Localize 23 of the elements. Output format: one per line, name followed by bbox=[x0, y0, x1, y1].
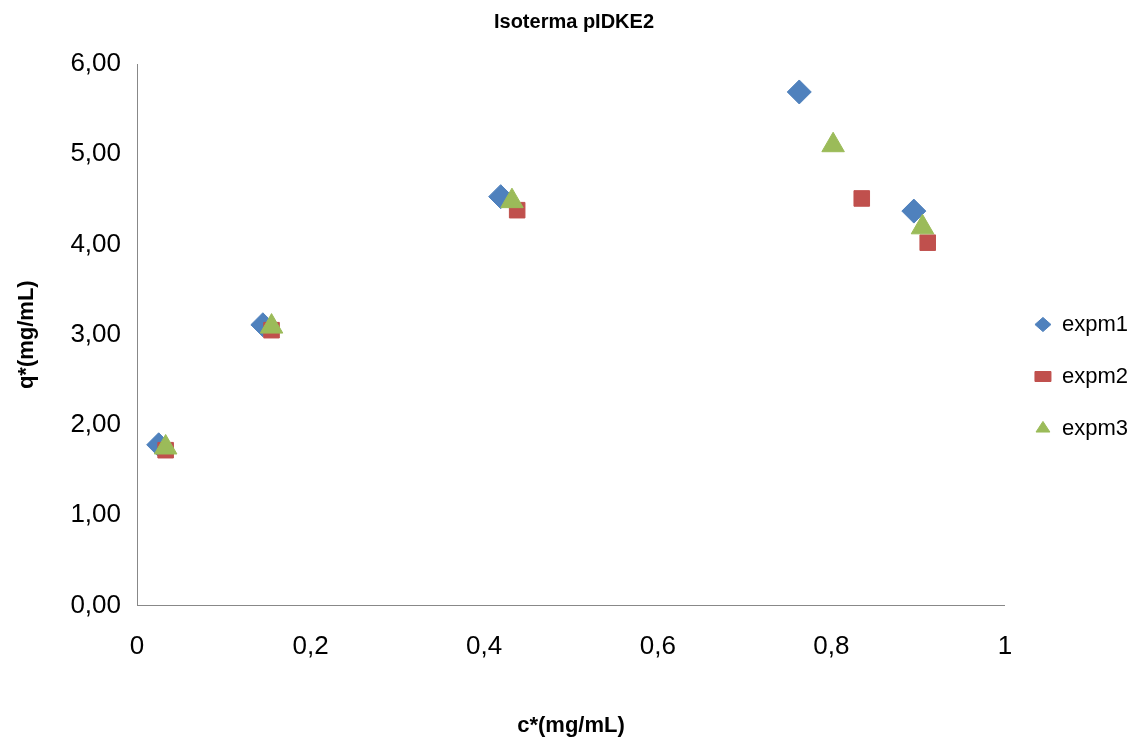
x-tick-label: 0,8 bbox=[813, 630, 850, 661]
x-tick-label: 0,6 bbox=[639, 630, 676, 661]
y-tick-label: 6,00 bbox=[70, 47, 121, 78]
y-tick-label: 5,00 bbox=[70, 137, 121, 168]
point bbox=[901, 198, 927, 224]
legend-label: expm1 bbox=[1061, 310, 1129, 336]
y-tick-label: 4,00 bbox=[70, 227, 121, 258]
y-tick-label: 2,00 bbox=[70, 408, 121, 439]
legend-label: expm2 bbox=[1061, 362, 1129, 388]
point bbox=[919, 234, 936, 251]
y-tick-label: 3,00 bbox=[70, 317, 121, 348]
y-axis-title: q*(mg/mL) bbox=[13, 280, 39, 390]
y-tick-label: 0,00 bbox=[70, 588, 121, 619]
point bbox=[786, 79, 812, 105]
x-tick-label: 0,4 bbox=[466, 630, 503, 661]
x-tick-label: 1 bbox=[997, 630, 1013, 661]
y-tick-label: 1,00 bbox=[70, 498, 121, 529]
x-tick-label: 0 bbox=[129, 630, 145, 661]
chart-title: Isoterma pIDKE2 bbox=[493, 9, 655, 32]
x-axis-title: c*(mg/mL) bbox=[517, 711, 625, 737]
point bbox=[853, 190, 871, 207]
x-tick-label: 0,2 bbox=[292, 630, 329, 661]
legend-label: expm3 bbox=[1061, 414, 1129, 440]
